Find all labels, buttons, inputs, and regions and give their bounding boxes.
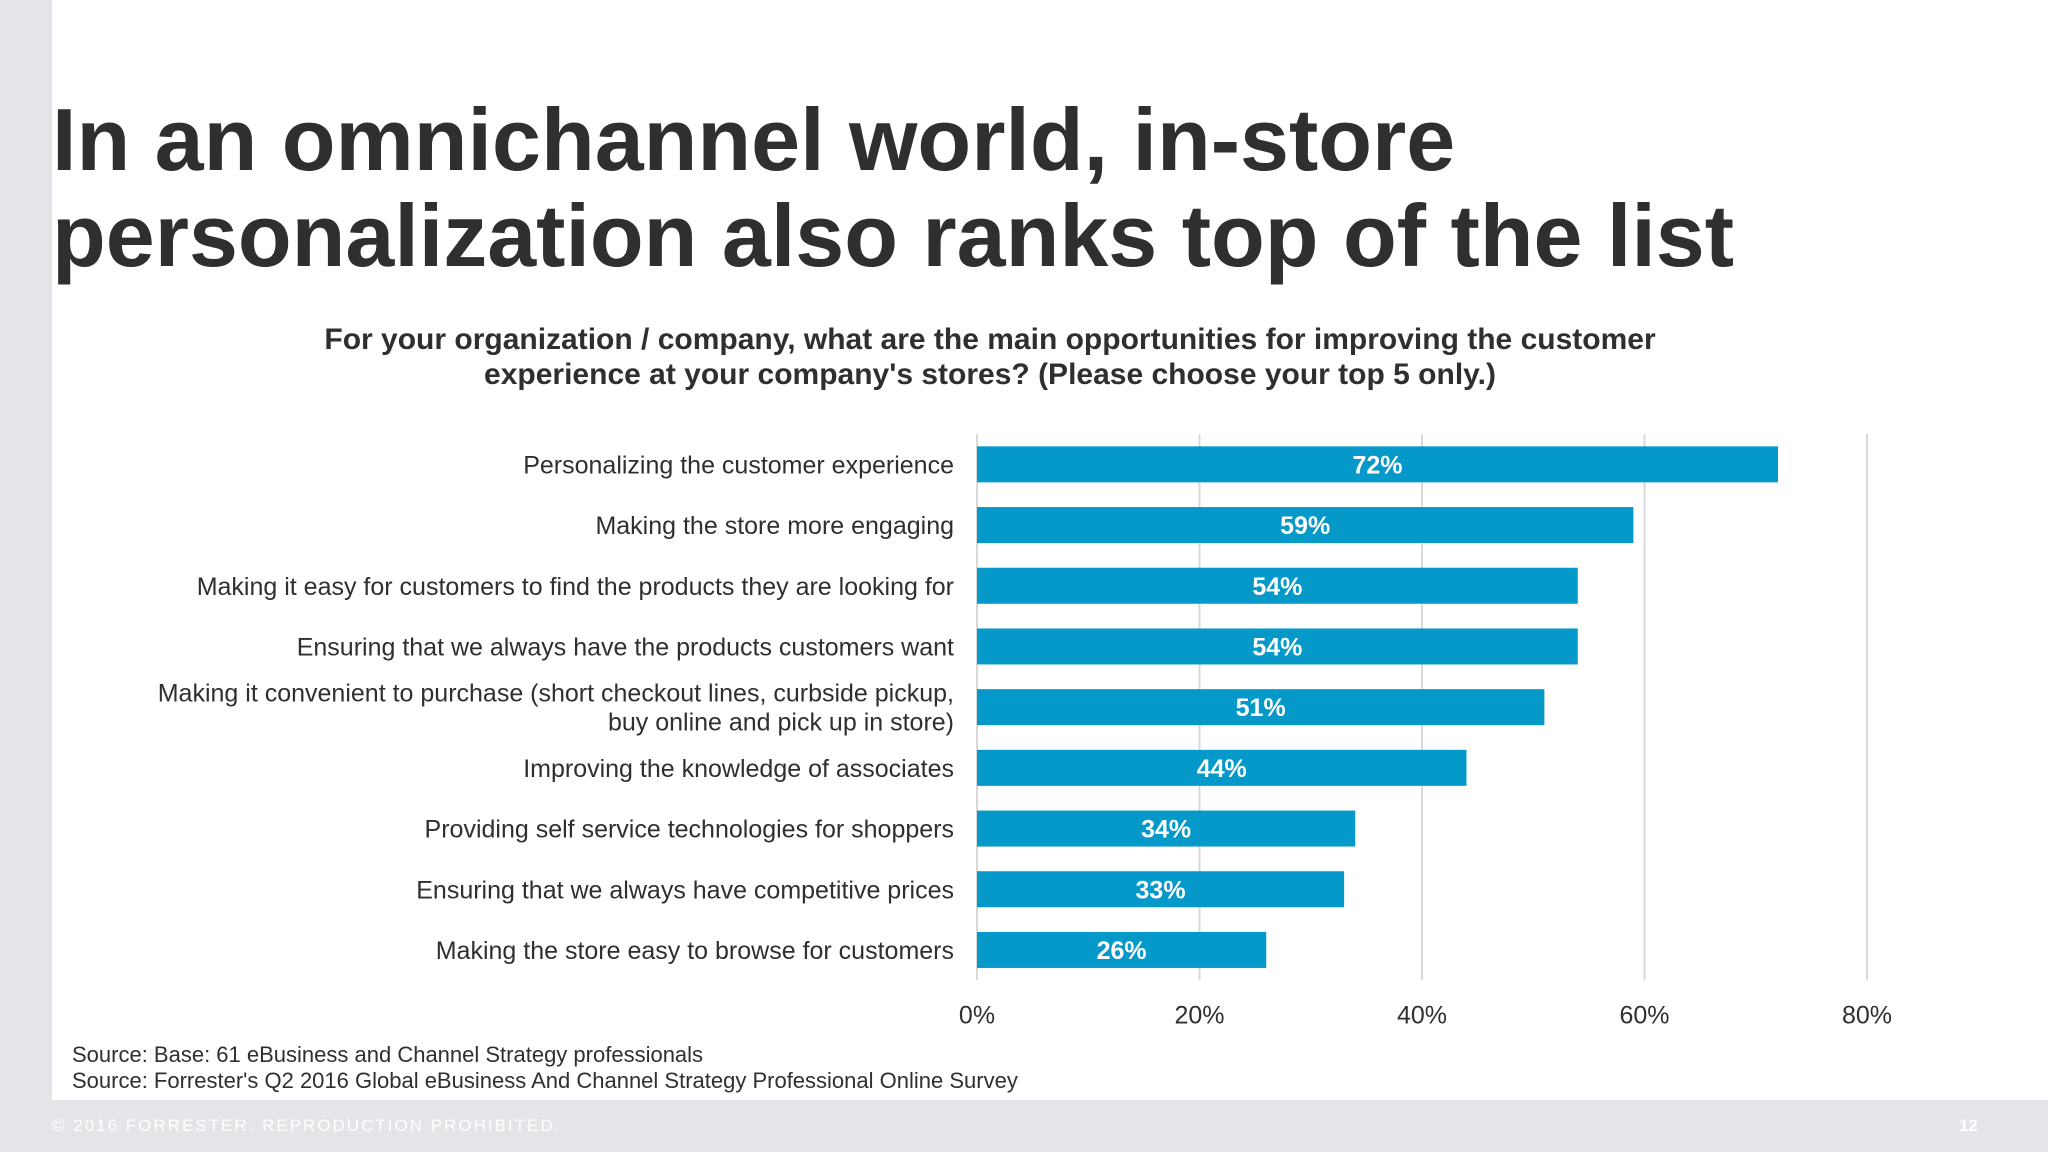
bar — [977, 446, 1778, 483]
category-label: Providing self service technologies for … — [425, 816, 954, 844]
source-line-base: Source: Base: 61 eBusiness and Channel S… — [72, 1042, 704, 1067]
category-label: Ensuring that we always have competitive… — [416, 876, 954, 904]
source-notes: Source: Base: 61 eBusiness and Channel S… — [72, 1042, 1018, 1094]
bar-value-label: 72% — [1352, 451, 1402, 479]
x-tick-label: 60% — [1619, 1001, 1669, 1029]
x-tick-label: 20% — [1174, 1001, 1224, 1029]
category-label: Personalizing the customer experience — [523, 451, 954, 479]
slide-background — [52, 0, 2048, 1100]
slide-title: In an omnichannel world, in-store person… — [52, 92, 1952, 284]
bar — [977, 689, 1545, 726]
bar-value-label: 34% — [1141, 816, 1191, 844]
bar-value-label: 54% — [1252, 633, 1302, 661]
category-label: Making the store more engaging — [595, 512, 954, 540]
bar-value-label: 59% — [1280, 512, 1330, 540]
survey-question: For your organization / company, what ar… — [200, 322, 1780, 392]
bar — [977, 507, 1634, 544]
x-tick-label: 40% — [1397, 1001, 1447, 1029]
page-number: 12 — [1959, 1116, 1978, 1135]
slide-title-line-1: In an omnichannel world, in-store — [52, 90, 1456, 189]
survey-question-line-2: experience at your company's stores? (Pl… — [484, 358, 1496, 391]
category-label: buy online and pick up in store) — [608, 709, 954, 737]
bar-value-label: 51% — [1236, 694, 1286, 722]
x-tick-label: 0% — [959, 1001, 995, 1029]
category-label: Improving the knowledge of associates — [523, 755, 954, 783]
bar — [977, 871, 1345, 908]
bar-value-label: 33% — [1136, 876, 1186, 904]
bar — [977, 628, 1578, 665]
bar-value-label: 54% — [1252, 573, 1302, 601]
x-tick-label: 80% — [1842, 1001, 1892, 1029]
slide-title-line-2: personalization also ranks top of the li… — [52, 186, 1735, 285]
category-label: Making it convenient to purchase (short … — [158, 680, 954, 708]
bar-value-label: 26% — [1097, 937, 1147, 965]
category-label: Making the store easy to browse for cust… — [436, 937, 954, 965]
category-label: Ensuring that we always have the product… — [297, 633, 954, 661]
bar — [977, 810, 1356, 847]
bar-value-label: 44% — [1197, 755, 1247, 783]
bar — [977, 931, 1267, 968]
chart-category-labels: Personalizing the customer experience Mak… — [158, 451, 954, 965]
source-line-survey: Source: Forrester's Q2 2016 Global eBusi… — [72, 1068, 1018, 1093]
footer-copyright: © 2016 FORRESTER. REPRODUCTION PROHIBITE… — [52, 1116, 562, 1135]
chart-bars: 72% 59% 54% 54% 51% 44% 34% 33% 26% — [977, 446, 1778, 968]
bar — [977, 749, 1467, 786]
chart-x-axis-ticks: 0% 20% 40% 60% 80% — [959, 1001, 1892, 1029]
category-label: Making it easy for customers to find the… — [197, 573, 954, 601]
survey-question-line-1: For your organization / company, what ar… — [324, 323, 1656, 356]
bar — [977, 567, 1578, 604]
